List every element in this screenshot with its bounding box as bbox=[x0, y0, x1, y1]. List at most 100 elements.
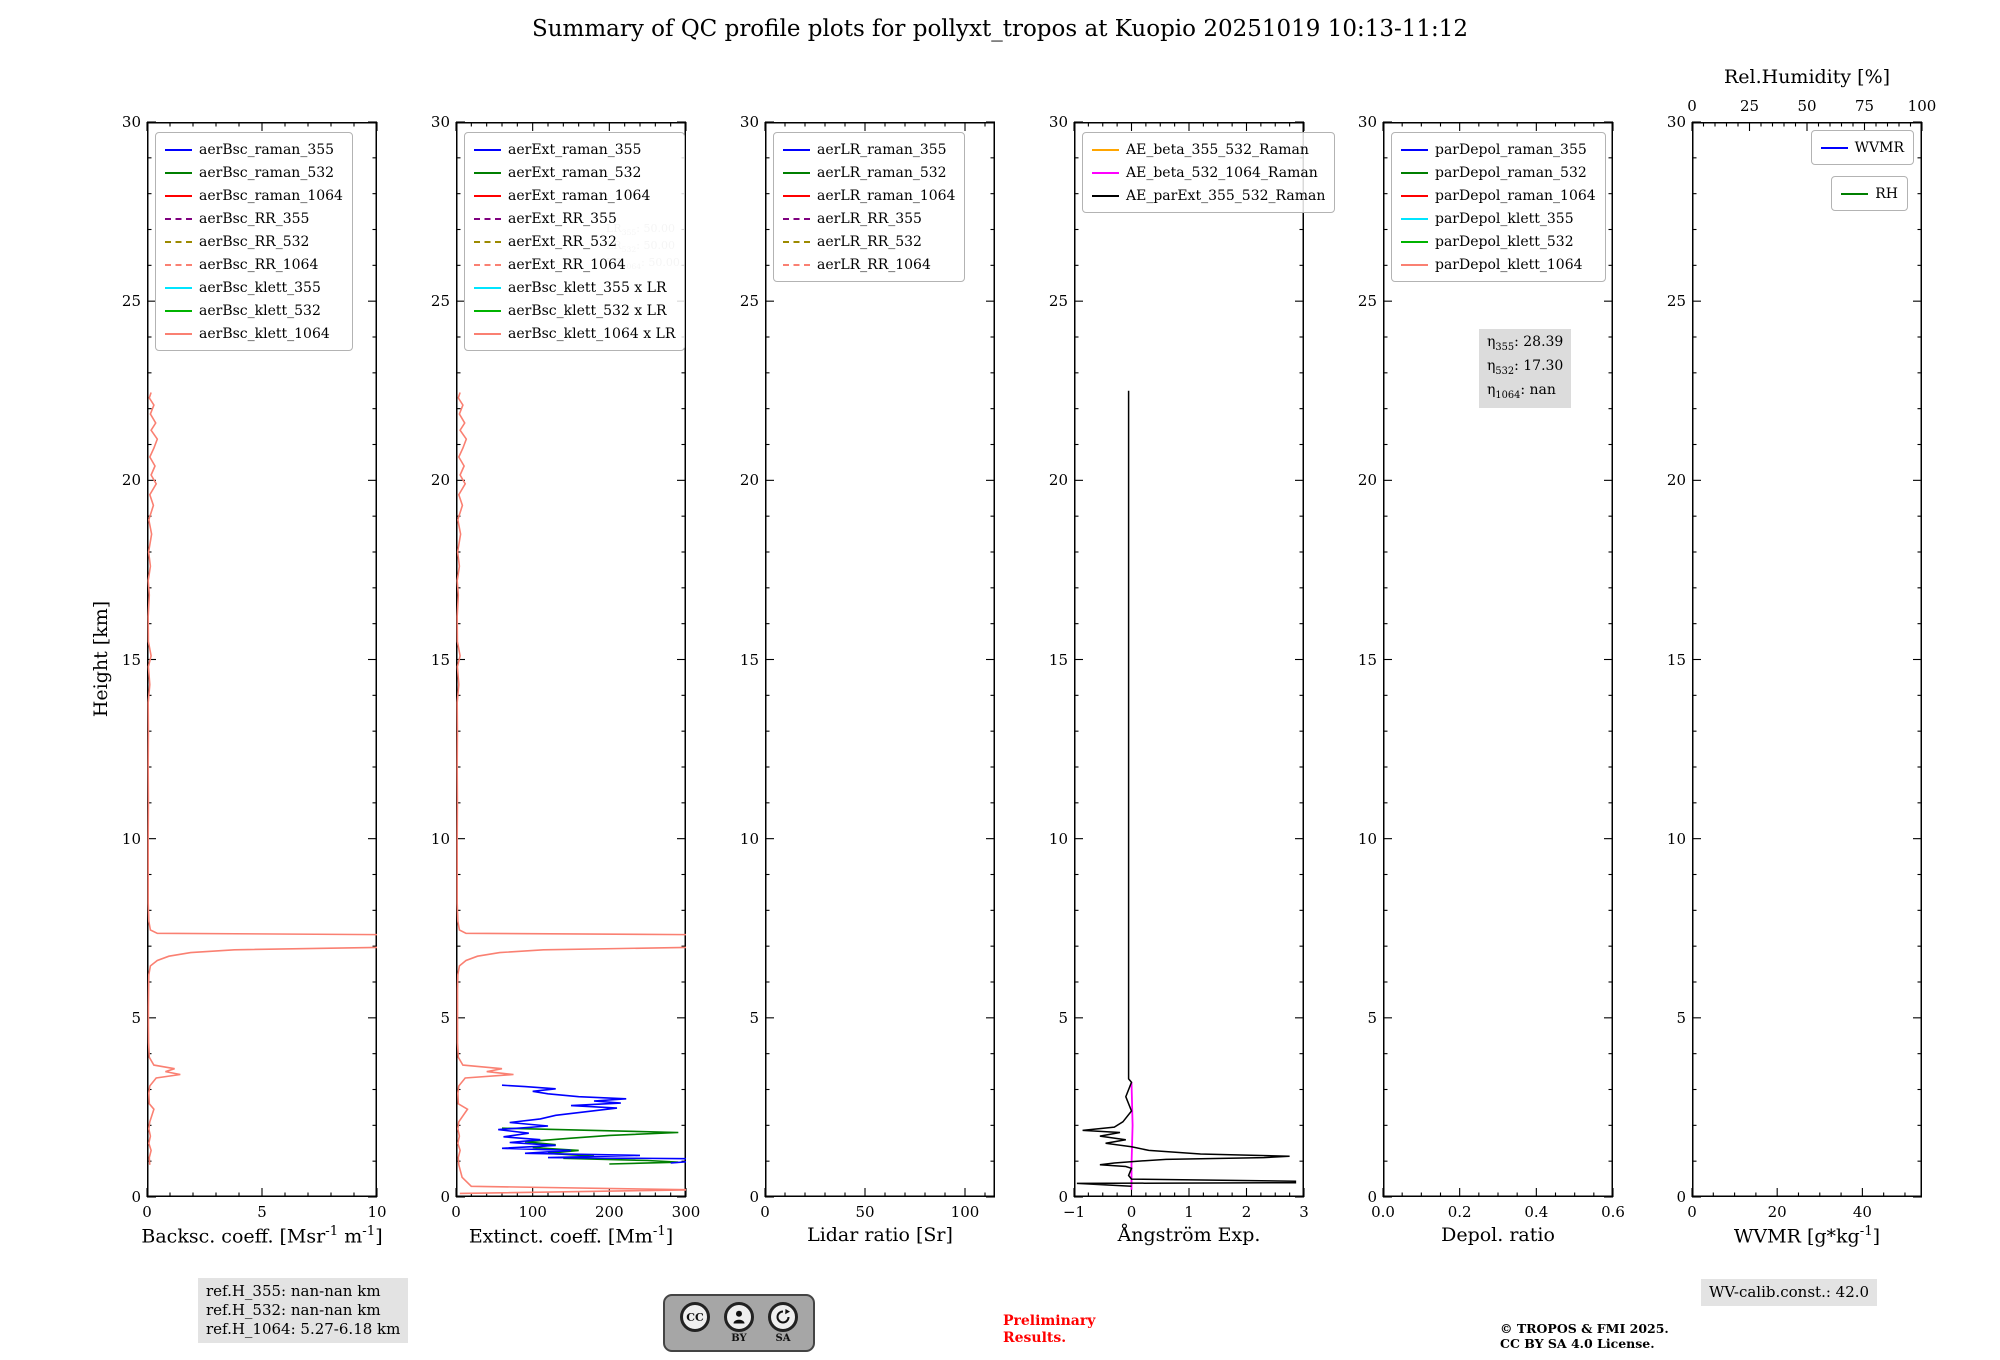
legend-label: aerLR_raman_532 bbox=[817, 164, 947, 181]
legend-item: parDepol_klett_1064 bbox=[1401, 253, 1596, 276]
top-axis-label: Rel.Humidity [%] bbox=[1723, 66, 1891, 88]
legend-item: aerBsc_RR_355 bbox=[165, 207, 343, 230]
y-tick-label: 5 bbox=[749, 1008, 759, 1027]
plot-area-extinction bbox=[455, 121, 687, 1198]
legend-line-sample bbox=[1401, 263, 1428, 266]
y-tick-label: 25 bbox=[1357, 292, 1377, 311]
legend-line-sample bbox=[783, 263, 810, 266]
plot-area-lidar-ratio bbox=[764, 121, 995, 1198]
legend-label: WVMR bbox=[1854, 139, 1904, 156]
legend-label: aerBsc_klett_1064 x LR bbox=[508, 325, 676, 342]
y-tick-label: 20 bbox=[739, 471, 759, 490]
legend-label: aerBsc_klett_355 bbox=[199, 279, 321, 296]
y-tick-label: 0 bbox=[1058, 1188, 1068, 1206]
ref-line-1064: ref.H_1064: 5.27-6.18 km bbox=[206, 1320, 401, 1338]
y-tick-label: 0 bbox=[440, 1188, 450, 1206]
x-tick-label: 5 bbox=[257, 1203, 267, 1221]
x-tick-label: −1 bbox=[1062, 1203, 1086, 1221]
y-tick-label: 30 bbox=[1048, 113, 1068, 131]
series-aerBsc_klett_1064 bbox=[147, 392, 377, 1165]
x-tick-label: 3 bbox=[1299, 1203, 1309, 1221]
x-tick-label: 10 bbox=[367, 1203, 387, 1221]
legend-line-sample bbox=[474, 194, 501, 197]
legend-item: aerBsc_klett_355 bbox=[165, 276, 343, 299]
legend-item: AE_beta_355_532_Raman bbox=[1092, 138, 1325, 161]
annotation-line: η1064: nan bbox=[1487, 381, 1556, 401]
x-tick-label: 0 bbox=[142, 1203, 152, 1221]
legend-line-sample bbox=[1820, 146, 1848, 149]
legend-label: aerLR_RR_1064 bbox=[817, 256, 931, 273]
legend-label: aerExt_RR_355 bbox=[508, 210, 617, 227]
x-axis-label: Ångström Exp. bbox=[1117, 1224, 1261, 1246]
legend-label: parDepol_klett_1064 bbox=[1435, 256, 1583, 273]
plot-area-depol bbox=[1382, 121, 1614, 1198]
legend-item: RH bbox=[1841, 182, 1898, 205]
y-tick-label: 30 bbox=[1357, 113, 1377, 131]
x-tick-label: 0 bbox=[451, 1203, 461, 1221]
y-tick-label: 25 bbox=[121, 292, 141, 311]
legend-label: aerExt_raman_532 bbox=[508, 164, 642, 181]
top-tick-label: 0 bbox=[1687, 97, 1697, 115]
legend-item: parDepol_raman_1064 bbox=[1401, 184, 1596, 207]
legend-line-sample bbox=[1401, 240, 1428, 243]
y-tick-label: 30 bbox=[121, 113, 141, 131]
legend-label: aerLR_raman_355 bbox=[817, 141, 947, 158]
series-AE_parExt_355_532_Raman bbox=[1076, 390, 1297, 1188]
series-AE_beta_532_1064_Raman bbox=[1130, 1082, 1134, 1190]
legend-item: aerBsc_raman_355 bbox=[165, 138, 343, 161]
y-tick-label: 10 bbox=[430, 829, 450, 848]
plot-area-backscatter bbox=[146, 121, 378, 1198]
x-axis-label: Lidar ratio [Sr] bbox=[807, 1224, 953, 1246]
legend-line-sample bbox=[1092, 194, 1119, 197]
x-tick-label: 0 bbox=[1687, 1203, 1697, 1221]
x-tick-label: 0.2 bbox=[1447, 1203, 1472, 1221]
y-tick-label: 25 bbox=[1666, 292, 1686, 311]
y-tick-label: 20 bbox=[430, 471, 450, 490]
plot-panel-backscatter: 0 5 10 15 20 25 30 0 5 10 Backsc. coeff. [Msr-1 m-… bbox=[90, 113, 387, 1247]
top-tick-label: 25 bbox=[1739, 97, 1760, 115]
legend-line-sample bbox=[474, 240, 501, 243]
x-axis-label: Backsc. coeff. [Msr-1 m-1] bbox=[141, 1224, 383, 1248]
x-tick-label: 0.0 bbox=[1371, 1203, 1395, 1221]
plot-panel-wvmr: 0 5 10 15 20 25 30 0 20 40 0 25 50 75 100 Rel.Humidity … bbox=[1667, 66, 1936, 1247]
y-tick-label: 30 bbox=[1666, 113, 1686, 131]
legend-label: aerBsc_raman_532 bbox=[199, 164, 335, 181]
series-aerExt_raman_355 bbox=[498, 1084, 686, 1164]
plot-area-angstrom bbox=[1073, 121, 1305, 1198]
legend-item: aerBsc_klett_532 bbox=[165, 299, 343, 322]
series-aerExt_raman_532 bbox=[501, 1127, 679, 1165]
legend-item: aerBsc_klett_532 x LR bbox=[474, 299, 675, 322]
person-icon bbox=[724, 1302, 754, 1332]
reference-height-box: ref.H_355: nan-nan km ref.H_532: nan-nan… bbox=[198, 1278, 409, 1343]
legend-box: RH bbox=[1831, 176, 1908, 211]
legend-label: aerExt_raman_1064 bbox=[508, 187, 651, 204]
legend-line-sample bbox=[165, 286, 192, 289]
y-tick-label: 15 bbox=[121, 650, 141, 669]
y-tick-label: 10 bbox=[121, 829, 141, 848]
y-tick-label: 0 bbox=[749, 1188, 759, 1206]
y-tick-label: 5 bbox=[440, 1008, 450, 1027]
legend-label: aerLR_raman_1064 bbox=[817, 187, 956, 204]
legend-item: aerLR_RR_355 bbox=[783, 207, 955, 230]
legend-label: aerBsc_RR_1064 bbox=[199, 256, 319, 273]
x-tick-label: 0.4 bbox=[1524, 1203, 1549, 1221]
legend-item: aerBsc_RR_1064 bbox=[165, 253, 343, 276]
top-tick-label: 100 bbox=[1907, 97, 1937, 115]
y-tick-label: 15 bbox=[1357, 650, 1377, 669]
x-axis-label: Depol. ratio bbox=[1441, 1224, 1555, 1246]
y-axis-label: Height [km] bbox=[90, 600, 112, 718]
legend-item: aerLR_raman_532 bbox=[783, 161, 955, 184]
annotation-line: η355: 28.39 bbox=[1487, 334, 1564, 353]
y-tick-label: 20 bbox=[1357, 471, 1377, 490]
legend-item: aerBsc_klett_355 x LR bbox=[474, 276, 675, 299]
x-tick-label: 2 bbox=[1241, 1203, 1252, 1221]
x-tick-label: 200 bbox=[595, 1203, 624, 1221]
legend-label: AE_beta_355_532_Raman bbox=[1126, 141, 1309, 158]
y-tick-label: 25 bbox=[739, 292, 759, 311]
cc-logo-spacer bbox=[693, 1333, 696, 1344]
y-tick-label: 15 bbox=[1048, 650, 1068, 669]
legend-label: aerLR_RR_355 bbox=[817, 210, 922, 227]
y-tick-label: 25 bbox=[430, 292, 450, 311]
legend-box: aerBsc_raman_355 aerBsc_raman_532 aerBsc_r… bbox=[155, 132, 353, 351]
legend-label: aerBsc_RR_355 bbox=[199, 210, 310, 227]
